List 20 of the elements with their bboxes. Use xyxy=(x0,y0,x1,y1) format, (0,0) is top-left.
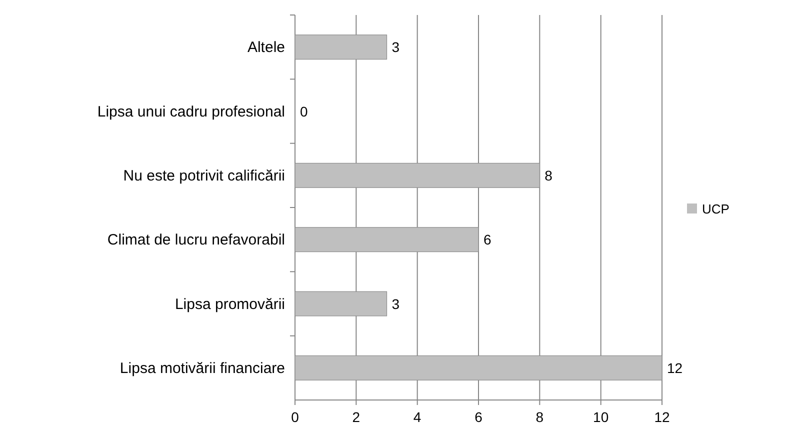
data-label: 3 xyxy=(392,296,400,312)
x-tick-label: 4 xyxy=(413,409,422,425)
x-tick-label: 12 xyxy=(654,409,670,425)
x-tick-label: 0 xyxy=(291,409,300,425)
data-label: 3 xyxy=(392,39,400,56)
data-label: 0 xyxy=(300,103,308,120)
y-tick-label: Lipsa promovării xyxy=(174,296,285,313)
y-tick-label: Altele xyxy=(247,39,285,56)
legend-label: UCP xyxy=(702,202,730,216)
data-label: 12 xyxy=(667,360,683,376)
data-label: 8 xyxy=(544,167,553,184)
data-label: 6 xyxy=(484,232,492,248)
x-tick-label: 10 xyxy=(593,409,609,425)
x-tick-label: 2 xyxy=(352,409,360,425)
y-tick-label: Lipsa unui cadru profesional xyxy=(97,103,285,120)
y-tick-label: Climat de lucru nefavorabil xyxy=(107,232,285,249)
y-tick-label: Nu este potrivit calificării xyxy=(123,167,285,184)
y-tick-label: Lipsa motivării financiare xyxy=(120,360,285,377)
x-tick-label: 8 xyxy=(536,409,544,425)
x-tick-label: 6 xyxy=(474,409,483,425)
